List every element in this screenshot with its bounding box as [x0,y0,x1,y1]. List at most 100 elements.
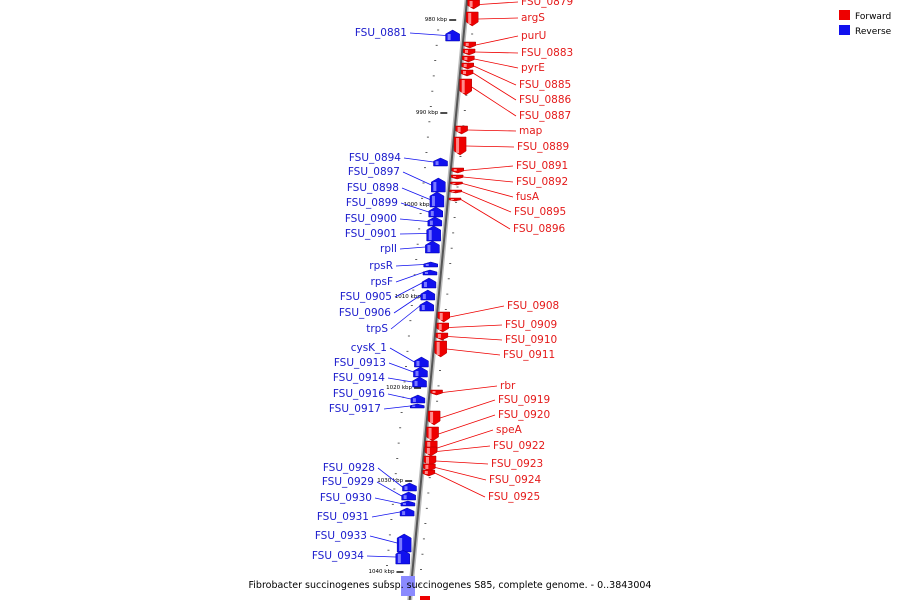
gene-arrow-forward-fsu-0922 [424,446,438,457]
gene-arrow-forward-puru [463,41,476,49]
leader-line-fsu-0885 [473,65,517,86]
gene-label-fusa: fusA [516,191,540,203]
leader-line-fsu-0924 [435,467,487,481]
gene-highlight [463,71,467,74]
gene-label-fsu-0894: FSU_0894 [349,152,401,164]
gene-arrow-forward-fsu-0885 [461,62,474,70]
leader-line-fsu-0892 [463,176,514,183]
gene-highlight [402,511,406,515]
gene-arrows [395,0,480,600]
gene-highlight [428,428,432,439]
gene-label-fsu-0906: FSU_0906 [339,307,391,319]
leader-line-fsu-0910 [447,336,503,341]
gene-label-fsu-0895: FSU_0895 [514,206,566,218]
gene-label-fsu-0901: FSU_0901 [345,228,397,240]
leader-line-fsu-0899 [400,202,429,213]
leader-line-fsu-0931 [371,511,401,518]
gene-arrow-forward-fusa [450,181,463,186]
leader-line-fsu-0896 [460,199,511,230]
tick-label: 1040 kbp [369,569,395,575]
leader-line-fsu-0914 [387,377,413,383]
gene-arrow-forward-fsu-0895 [449,189,462,194]
gene-highlight [412,398,416,402]
gene-highlight [397,554,401,563]
gene-highlight [452,183,456,184]
gene-label-fsu-0913: FSU_0913 [334,357,386,369]
gene-label-fsu-0892: FSU_0892 [516,176,568,188]
gene-highlight [425,457,429,464]
leader-line-spea [437,429,494,449]
leader-line-fsu-0916 [387,393,411,400]
gene-label-fsu-0899: FSU_0899 [346,197,398,209]
gene-highlight [468,13,472,24]
gene-highlight [461,80,465,93]
gene-highlight [431,196,435,206]
gene-highlight [428,230,432,240]
leader-line-args [478,17,519,20]
gene-arrow-forward-fsu-0920 [426,426,439,442]
gene-highlight [429,220,433,225]
leader-line-fsu-0913 [388,362,414,373]
gene-arrow-reverse-partial [401,576,415,596]
gene-highlight [421,305,425,310]
gene-label-fsu-0905: FSU_0905 [340,291,392,303]
legend-forward-label: Forward [855,12,891,22]
leader-line-pyre [474,58,519,69]
gene-highlight [433,182,437,191]
gene-highlight [422,294,426,299]
leader-line-fsu-0883 [475,51,519,54]
gene-label-fsu-0889: FSU_0889 [517,141,569,153]
gene-arrow-forward-fsu-0889 [453,136,467,156]
gene-highlight [451,191,455,192]
gene-highlight [430,211,434,216]
gene-label-fsu-0914: FSU_0914 [333,372,385,384]
gene-label-fsu-0923: FSU_0923 [491,458,543,470]
gene-highlight [432,391,436,393]
legend-forward-swatch [839,10,850,20]
gene-label-fsu-0925: FSU_0925 [488,491,540,503]
leader-line-fusa [462,183,514,198]
gene-label-fsu-0933: FSU_0933 [315,530,367,542]
gene-label-pyre: pyrE [521,62,545,74]
gene-arrow-forward-fsu-0911 [434,340,447,358]
leader-line-fsu-0929 [376,481,402,497]
gene-arrow-forward-fsu-0892 [450,174,464,180]
gene-highlight [425,264,429,266]
gene-highlight [435,161,439,165]
leader-line-fsu-0891 [463,165,514,171]
gene-arrow-forward-pyre [462,55,475,63]
leader-line-fsu-0889 [466,145,515,148]
leader-line-fsu-0911 [446,348,501,356]
gene-highlight [453,176,457,177]
gene-label-rpli: rplI [380,243,397,255]
tick-label: 980 kbp [425,17,448,23]
leader-line-cysk-1 [389,347,415,363]
leader-line-rbr [442,385,498,393]
leader-line-fsu-0886 [472,72,517,101]
gene-label-fsu-0917: FSU_0917 [329,403,381,415]
gene-highlight [416,361,420,366]
gene-highlight [436,342,440,355]
gene-label-puru: purU [521,30,546,42]
gene-label-fsu-0931: FSU_0931 [317,511,369,523]
gene-highlight [447,34,451,40]
leader-line-fsu-0925 [434,472,486,498]
label-leader-lines [366,1,519,558]
gene-highlight [453,169,457,171]
leader-line-fsu-0881 [409,32,446,36]
gene-highlight [414,381,418,386]
gene-highlight [399,538,403,551]
gene-label-rpsr: rpsR [369,260,393,272]
gene-highlight [423,282,427,287]
leader-line-fsu-0934 [366,555,396,558]
gene-arrow-forward-fsu-0910 [435,332,449,341]
gene-highlight [430,412,434,423]
leader-line-fsu-0930 [374,497,401,504]
gene-label-cysk-1: cysK_1 [351,342,387,354]
leader-line-fsu-0908 [449,305,505,318]
leader-line-map [467,129,517,132]
gene-highlight [424,272,428,274]
gene-arrow-forward-fsu-0909 [436,322,449,333]
gene-highlight [457,127,461,132]
gene-label-fsu-0911: FSU_0911 [503,349,555,361]
